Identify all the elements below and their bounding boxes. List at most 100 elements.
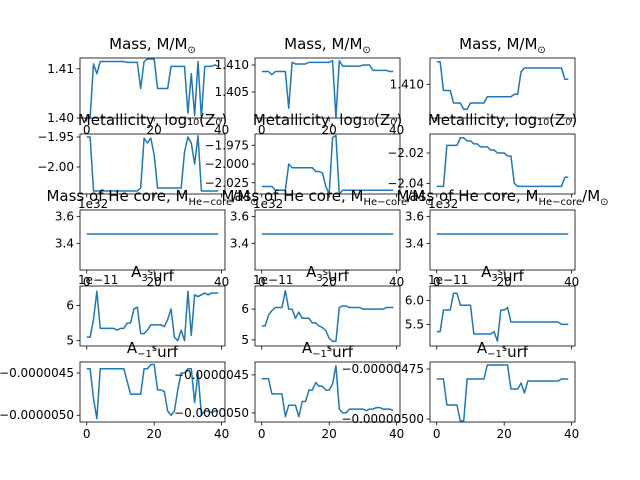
y-tick-label: 6.0 [405, 293, 424, 307]
axis-offset-label: 1e−11 [253, 273, 293, 287]
y-tick-label: −1.975 [205, 138, 249, 152]
axis-offset-label: 1e32 [253, 197, 283, 211]
axes-frame [79, 285, 226, 347]
series-line [436, 61, 569, 110]
panel-title: Mass of He core, MHe−core/M⊙ [221, 187, 433, 208]
series-line [436, 137, 569, 188]
y-tick-label: 5 [66, 334, 74, 348]
y-tick-label: 1.41 [47, 62, 74, 76]
series-line [261, 134, 394, 195]
axes-frame [429, 285, 576, 347]
x-tick-label: 40 [564, 275, 579, 289]
x-tick-label: 20 [147, 427, 162, 441]
subplot-13: −0.0000050 −0.0000045 0 20 40 A−1surf [0, 339, 229, 441]
panel-title: A−1surf [302, 339, 354, 361]
panel-title: A3surf [306, 263, 350, 285]
series-line [86, 290, 219, 342]
panel-title: Mass, M/M⊙ [284, 35, 371, 56]
x-tick-label: 40 [389, 275, 404, 289]
axes-frame [254, 57, 401, 119]
x-tick-label: 0 [258, 427, 266, 441]
subplot-11: 5 6 1e−11 A3surf [241, 263, 401, 350]
y-tick-label: 6 [241, 302, 249, 316]
series-line [261, 365, 394, 418]
y-tick-label: 3.4 [405, 236, 424, 250]
axes-frame [254, 209, 401, 271]
panel-title: A3surf [481, 263, 525, 285]
y-tick-label: −0.0000045 [0, 366, 74, 380]
series-line [436, 292, 569, 342]
axis-offset-label: 1e−11 [428, 273, 468, 287]
panel-title: Metallicity, log₁₀(Z₀) [78, 111, 227, 129]
x-tick-label: 40 [214, 275, 229, 289]
subplot-10: 5 6 1e−11 A3surf [66, 263, 226, 350]
axes-frame [79, 57, 226, 119]
x-tick-label: 20 [322, 427, 337, 441]
x-tick-label: 0 [83, 123, 91, 137]
series-line [261, 289, 394, 343]
y-tick-label: 1.405 [215, 85, 249, 99]
axes-frame [429, 133, 576, 195]
y-tick-label: −0.0000045 [174, 368, 249, 382]
series-line [86, 363, 219, 420]
axes-frame [254, 133, 401, 195]
panel-title: Mass, M/M⊙ [459, 35, 546, 56]
subplot-2: 1.405 1.410 0 20 40 Mass, M/M⊙ [215, 35, 405, 137]
y-tick-label: 3.4 [55, 236, 74, 250]
y-tick-label: −0.0000050 [174, 406, 249, 420]
axis-offset-label: 1e32 [428, 197, 458, 211]
axes-frame [429, 209, 576, 271]
x-tick-label: 0 [83, 275, 91, 289]
x-tick-label: 20 [497, 427, 512, 441]
series-line [86, 58, 219, 119]
axis-offset-label: 1e−11 [78, 273, 118, 287]
x-tick-label: 0 [258, 275, 266, 289]
y-tick-label: −2.00 [37, 160, 74, 174]
axes-frame [79, 133, 226, 195]
axis-offset-label: 1e32 [78, 197, 108, 211]
y-tick-label: 3.6 [230, 210, 249, 224]
subplot-12: 5.5 6.0 1e−11 A3surf [405, 263, 576, 350]
y-tick-label: −2.02 [387, 146, 424, 160]
axes-frame [254, 361, 401, 423]
x-tick-label: 0 [258, 123, 266, 137]
axes-frame [429, 361, 576, 423]
y-tick-label: 5.5 [405, 317, 424, 331]
subplot-3: 1.410 Mass, M/M⊙ [390, 35, 576, 122]
subplot-15: −0.00000500 −0.00000475 0 20 40 A−1surf [341, 339, 579, 441]
subplot-14: −0.0000050 −0.0000045 0 20 40 A−1surf [174, 339, 404, 441]
y-tick-label: −0.00000475 [341, 362, 424, 376]
x-tick-label: 20 [322, 123, 337, 137]
panel-title: A−1surf [477, 339, 529, 361]
panel-title: A−1surf [127, 339, 179, 361]
y-tick-label: −1.95 [37, 130, 74, 144]
y-tick-label: 3.4 [230, 236, 249, 250]
x-tick-label: 40 [389, 123, 404, 137]
y-tick-label: 1.40 [47, 111, 74, 125]
subplot-5: −2.025 −2.000 −1.975 Metallicity, log₁₀(Z₀) [205, 111, 402, 198]
x-tick-label: 40 [214, 427, 229, 441]
panel-title: Mass of He core, MHe−core/M⊙ [396, 187, 608, 208]
panel-title: Mass, M/M⊙ [109, 35, 196, 56]
panel-title: Metallicity, log₁₀(Z₀) [253, 111, 402, 129]
x-tick-label: 40 [564, 427, 579, 441]
series-line [261, 59, 394, 119]
x-tick-label: 20 [147, 123, 162, 137]
y-tick-label: −2.025 [205, 176, 249, 190]
x-tick-label: 0 [433, 427, 441, 441]
x-tick-label: 20 [497, 275, 512, 289]
subplot-1: 1.40 1.41 0 20 40 Mass, M/M⊙ [47, 35, 229, 137]
x-tick-label: 0 [83, 427, 91, 441]
y-tick-label: −2.04 [387, 176, 424, 190]
y-tick-label: 1.410 [390, 77, 424, 91]
panel-title: Mass of He core, MHe−core/M⊙ [46, 187, 258, 208]
panel-title: A3surf [131, 263, 175, 285]
x-tick-label: 40 [214, 123, 229, 137]
y-tick-label: −0.0000050 [0, 408, 74, 422]
panel-title: Metallicity, log₁₀(Z₀) [428, 111, 577, 129]
y-tick-label: 1.410 [215, 58, 249, 72]
x-tick-label: 20 [147, 275, 162, 289]
